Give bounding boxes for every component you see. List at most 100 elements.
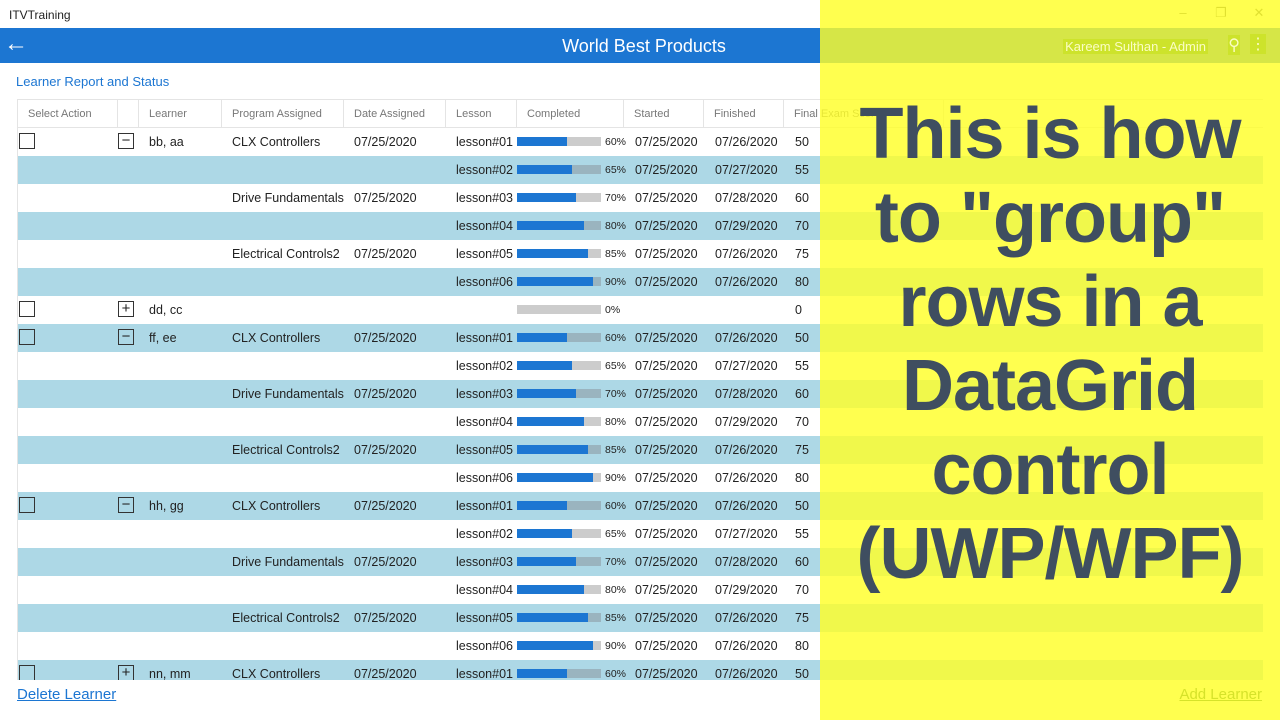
- plus-box-icon[interactable]: +: [118, 301, 134, 317]
- select-checkbox[interactable]: [19, 301, 35, 317]
- progress-fill: [517, 641, 593, 650]
- completed-percent: 70%: [605, 556, 626, 568]
- progress-fill: [517, 165, 572, 174]
- select-checkbox[interactable]: [19, 497, 35, 513]
- program-cell: Drive Fundamentals: [232, 191, 344, 205]
- progress-fill: [517, 473, 593, 482]
- lesson-cell: lesson#06: [456, 275, 513, 289]
- final-score-cell: 75: [795, 443, 809, 457]
- completed-percent: 70%: [605, 192, 626, 204]
- started-cell: 07/25/2020: [635, 639, 698, 653]
- final-score-cell: 80: [795, 471, 809, 485]
- lesson-cell: lesson#01: [456, 667, 513, 680]
- completed-percent: 60%: [605, 136, 626, 148]
- learner-cell: dd, cc: [149, 303, 182, 317]
- column-header[interactable]: Lesson: [446, 100, 517, 128]
- program-cell: CLX Controllers: [232, 135, 320, 149]
- completed-progress-bar: [517, 445, 601, 454]
- started-cell: 07/25/2020: [635, 555, 698, 569]
- caption-line: This is how: [820, 92, 1280, 176]
- select-checkbox[interactable]: [19, 329, 35, 345]
- completed-progress-bar: [517, 221, 601, 230]
- completed-percent: 0%: [605, 304, 620, 316]
- window-title: ITVTraining: [9, 8, 71, 22]
- completed-progress-bar: [517, 417, 601, 426]
- started-cell: 07/25/2020: [635, 499, 698, 513]
- date-assigned-cell: 07/25/2020: [354, 443, 417, 457]
- learner-cell: nn, mm: [149, 667, 191, 680]
- completed-progress-bar: [517, 277, 601, 286]
- progress-fill: [517, 585, 584, 594]
- add-learner-link[interactable]: Add Learner: [1179, 686, 1262, 703]
- caption-line: (UWP/WPF): [820, 512, 1280, 596]
- caption-line: rows in a: [820, 260, 1280, 344]
- final-score-cell: 50: [795, 499, 809, 513]
- finished-cell: 07/28/2020: [715, 555, 778, 569]
- search-icon[interactable]: ⚲: [1228, 35, 1240, 55]
- column-header[interactable]: Learner: [139, 100, 222, 128]
- final-score-cell: 75: [795, 247, 809, 261]
- progress-fill: [517, 389, 576, 398]
- completed-progress-bar: [517, 333, 601, 342]
- date-assigned-cell: 07/25/2020: [354, 667, 417, 680]
- lesson-cell: lesson#01: [456, 331, 513, 345]
- completed-progress-bar: [517, 473, 601, 482]
- program-cell: Drive Fundamentals: [232, 387, 344, 401]
- started-cell: 07/25/2020: [635, 331, 698, 345]
- final-score-cell: 60: [795, 387, 809, 401]
- started-cell: 07/25/2020: [635, 415, 698, 429]
- program-cell: Electrical Controls2: [232, 443, 340, 457]
- lesson-cell: lesson#03: [456, 555, 513, 569]
- lesson-cell: lesson#04: [456, 219, 513, 233]
- finished-cell: 07/28/2020: [715, 191, 778, 205]
- completed-percent: 80%: [605, 220, 626, 232]
- lesson-cell: lesson#01: [456, 499, 513, 513]
- select-checkbox[interactable]: [19, 665, 35, 680]
- started-cell: 07/25/2020: [635, 191, 698, 205]
- final-score-cell: 50: [795, 135, 809, 149]
- column-header[interactable]: Finished: [704, 100, 784, 128]
- lesson-cell: lesson#05: [456, 611, 513, 625]
- progress-fill: [517, 557, 576, 566]
- completed-percent: 90%: [605, 472, 626, 484]
- finished-cell: 07/26/2020: [715, 331, 778, 345]
- completed-percent: 90%: [605, 276, 626, 288]
- completed-progress-bar: [517, 641, 601, 650]
- plus-box-icon[interactable]: +: [118, 665, 134, 680]
- column-header[interactable]: Date Assigned: [344, 100, 446, 128]
- date-assigned-cell: 07/25/2020: [354, 611, 417, 625]
- final-score-cell: 70: [795, 415, 809, 429]
- lesson-cell: lesson#02: [456, 163, 513, 177]
- completed-percent: 85%: [605, 248, 626, 260]
- select-checkbox[interactable]: [19, 133, 35, 149]
- completed-progress-bar: [517, 501, 601, 510]
- column-header[interactable]: Started: [624, 100, 704, 128]
- column-header[interactable]: Program Assigned: [222, 100, 344, 128]
- more-vertical-icon[interactable]: ⋮: [1250, 34, 1266, 54]
- final-score-cell: 80: [795, 639, 809, 653]
- progress-fill: [517, 193, 576, 202]
- progress-fill: [517, 249, 588, 258]
- minus-box-icon[interactable]: −: [118, 133, 134, 149]
- completed-percent: 80%: [605, 416, 626, 428]
- column-header[interactable]: Select Action: [18, 100, 118, 128]
- started-cell: 07/25/2020: [635, 611, 698, 625]
- user-name[interactable]: Kareem Sulthan - Admin: [1063, 39, 1208, 54]
- lesson-cell: lesson#03: [456, 191, 513, 205]
- progress-fill: [517, 613, 588, 622]
- delete-learner-link[interactable]: Delete Learner: [17, 686, 116, 703]
- final-score-cell: 0: [795, 303, 802, 317]
- started-cell: 07/25/2020: [635, 527, 698, 541]
- finished-cell: 07/29/2020: [715, 415, 778, 429]
- finished-cell: 07/28/2020: [715, 387, 778, 401]
- column-header[interactable]: [118, 100, 139, 128]
- progress-fill: [517, 277, 593, 286]
- started-cell: 07/25/2020: [635, 359, 698, 373]
- minus-box-icon[interactable]: −: [118, 497, 134, 513]
- program-cell: Electrical Controls2: [232, 247, 340, 261]
- finished-cell: 07/26/2020: [715, 247, 778, 261]
- column-header[interactable]: Completed: [517, 100, 624, 128]
- completed-progress-bar: [517, 361, 601, 370]
- finished-cell: 07/26/2020: [715, 639, 778, 653]
- minus-box-icon[interactable]: −: [118, 329, 134, 345]
